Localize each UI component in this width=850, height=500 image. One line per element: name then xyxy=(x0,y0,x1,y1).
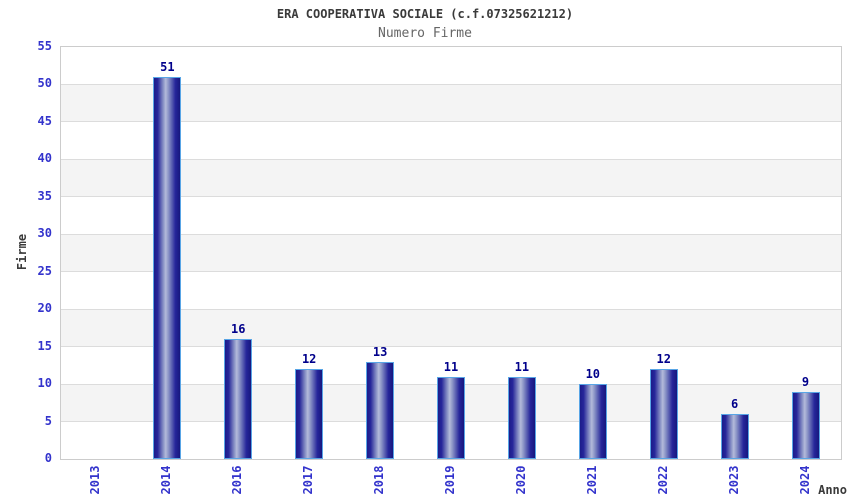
chart-subtitle: Numero Firme xyxy=(378,26,472,41)
x-tick-label: 2022 xyxy=(655,465,670,495)
x-tick-label: 2021 xyxy=(584,465,599,495)
x-axis-title: Anno xyxy=(818,483,847,497)
plot-band xyxy=(61,309,841,347)
x-tick-label: 2024 xyxy=(797,465,812,495)
gridline xyxy=(61,158,841,160)
bar-value-label: 10 xyxy=(585,367,601,382)
y-tick-label: 0 xyxy=(44,451,52,465)
bar-value-label: 6 xyxy=(731,397,739,412)
x-tick-label: 2023 xyxy=(726,465,741,495)
x-axis-labels: 2013 2014 2016 2017 2018 2019 2020 2021 2022 2023… xyxy=(60,458,840,500)
bar-value-label: 9 xyxy=(801,374,810,389)
bar-2023 xyxy=(720,414,749,459)
gridline xyxy=(61,308,841,310)
x-tick-label: 2020 xyxy=(513,465,528,495)
bar-value-label: 16 xyxy=(231,322,246,337)
y-tick-label: 30 xyxy=(37,226,52,241)
y-tick-label: 5 xyxy=(44,413,52,428)
bar-2021 xyxy=(578,384,607,459)
bar-value-label: 12 xyxy=(301,352,317,367)
x-tick-label: 2019 xyxy=(443,465,457,495)
bar-2019 xyxy=(437,376,465,459)
bar-2016 xyxy=(224,339,253,459)
gridline xyxy=(61,121,841,123)
plot-band xyxy=(61,159,841,197)
chart-title: ERA COOPERATIVA SOCIALE (c.f.07325621212… xyxy=(276,7,574,21)
y-tick-label: 15 xyxy=(37,338,52,353)
bar-value-label: 11 xyxy=(443,359,459,374)
y-tick-label: 55 xyxy=(37,39,52,53)
bar-2020 xyxy=(507,376,536,459)
bar-value-label: 51 xyxy=(160,59,175,74)
plot-area: 51 16 12 13 11 11 10 12 6 9 xyxy=(60,46,842,460)
bar-2018 xyxy=(366,361,395,459)
y-tick-label: 35 xyxy=(37,188,52,203)
y-tick-label: 10 xyxy=(37,376,52,391)
y-axis-ticks: 0 5 10 15 20 25 30 35 40 45 50 55 xyxy=(0,39,52,465)
plot-band xyxy=(61,234,841,272)
y-tick-label: 20 xyxy=(37,301,52,316)
y-tick-label: 40 xyxy=(37,151,52,166)
bar-2014 xyxy=(153,76,182,459)
x-tick-label: 2017 xyxy=(301,465,316,495)
bar-value-label: 11 xyxy=(514,359,530,374)
gridline xyxy=(61,196,841,198)
x-tick-label: 2018 xyxy=(372,465,387,495)
gridline xyxy=(61,271,841,273)
x-tick-label: 2013 xyxy=(88,465,103,495)
bar-2024 xyxy=(791,391,820,459)
bar-value-label: 12 xyxy=(656,352,671,367)
x-tick-label: 2016 xyxy=(230,465,245,495)
y-tick-label: 45 xyxy=(37,113,52,128)
bar-value-label: 13 xyxy=(372,344,388,359)
bar-2022 xyxy=(649,369,678,459)
gridline xyxy=(61,83,841,85)
gridline xyxy=(61,233,841,235)
y-tick-label: 25 xyxy=(37,263,52,278)
y-tick-label: 50 xyxy=(37,76,52,91)
bar-2017 xyxy=(295,369,324,459)
plot-band xyxy=(61,84,841,122)
gridline xyxy=(61,346,841,348)
x-tick-label: 2014 xyxy=(159,465,174,495)
